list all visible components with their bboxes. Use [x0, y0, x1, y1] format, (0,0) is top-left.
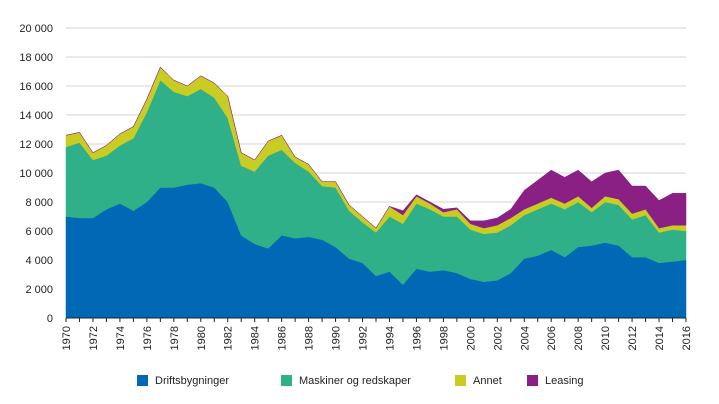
- x-tick-label: 1992: [358, 326, 370, 350]
- x-tick-label: 1970: [61, 326, 73, 350]
- x-tick-label: 1972: [88, 326, 100, 350]
- y-tick-label: 8 000: [25, 197, 53, 209]
- x-tick-label: 1982: [223, 326, 235, 350]
- x-tick-label: 2000: [465, 326, 477, 350]
- legend-label-leasing: Leasing: [545, 375, 584, 387]
- x-tick-label: 1994: [384, 326, 396, 350]
- y-tick-label: 16 000: [19, 81, 53, 93]
- y-tick-label: 14 000: [19, 110, 53, 122]
- area-series: [65, 66, 687, 319]
- x-tick-label: 2004: [519, 326, 531, 350]
- y-tick-label: 12 000: [19, 139, 53, 151]
- y-tick-label: 18 000: [19, 52, 53, 64]
- x-tick-label: 1988: [304, 326, 316, 350]
- x-tick-label: 1990: [331, 326, 343, 350]
- y-tick-labels: 0 2 000 4 000 6 000 8 000 10 000 12 000 14 000 1…: [19, 23, 53, 325]
- legend-label-driftsbygninger: Driftsbygninger: [155, 375, 229, 387]
- x-tick-label: 2008: [573, 326, 585, 350]
- legend-swatch-leasing: [527, 375, 538, 386]
- x-tick-label: 1986: [277, 326, 289, 350]
- x-tick-label: 1976: [142, 326, 154, 350]
- y-tick-label: 20 000: [19, 23, 53, 35]
- x-tick-label: 2016: [681, 326, 693, 350]
- x-tick-label: 1978: [169, 326, 181, 350]
- y-tick-label: 2 000: [25, 284, 53, 296]
- x-tick-label: 1996: [411, 326, 423, 350]
- x-tick-label: 2006: [546, 326, 558, 350]
- y-tick-label: 10 000: [19, 168, 53, 180]
- x-tick-label: 1984: [250, 326, 262, 350]
- legend: Driftsbygninger Maskiner og redskaper Anne…: [137, 375, 584, 387]
- x-tick-label: 2010: [600, 326, 612, 350]
- area-leasing: [65, 66, 687, 229]
- x-tick-labels: 1970 1972 1974 1976 1978 1980 1982 1984 1986 1988…: [61, 318, 693, 350]
- legend-label-annet: Annet: [473, 375, 502, 387]
- x-tick-label: 2012: [627, 326, 639, 350]
- y-tick-label: 4 000: [25, 255, 53, 267]
- y-tick-label: 0: [47, 313, 53, 325]
- legend-label-maskiner-og-redskaper: Maskiner og redskaper: [299, 375, 411, 387]
- legend-swatch-maskiner-og-redskaper: [281, 375, 292, 386]
- x-tick-label: 1974: [115, 326, 127, 350]
- x-tick-label: 2014: [654, 326, 666, 350]
- x-tick-label: 1998: [438, 326, 450, 350]
- x-tick-label: 2002: [492, 326, 504, 350]
- legend-swatch-annet: [455, 375, 466, 386]
- y-tick-label: 6 000: [25, 226, 53, 238]
- x-tick-label: 1980: [196, 326, 208, 350]
- legend-swatch-driftsbygninger: [137, 375, 148, 386]
